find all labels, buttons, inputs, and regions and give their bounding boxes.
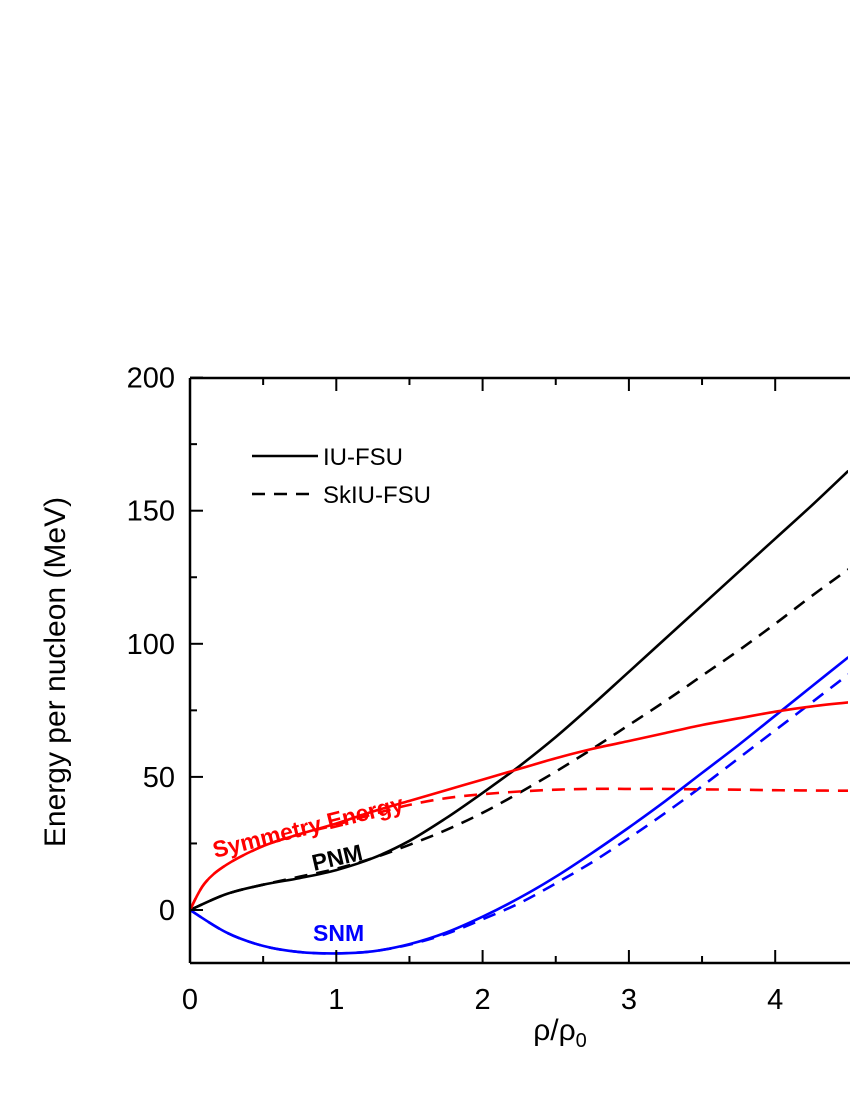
legend-label: SkIU-FSU [323, 482, 431, 509]
x-tick-label: 4 [767, 984, 783, 1016]
annotation-snm: SNM [313, 920, 364, 946]
series-line-snm-iu-fsu [190, 656, 848, 955]
x-tick-label: 0 [182, 984, 198, 1016]
y-tick-label: 100 [127, 629, 175, 661]
axes [188, 376, 850, 965]
x-tick-label: 2 [475, 984, 491, 1016]
series-line-pnm-skiu-fsu [190, 568, 848, 912]
series-line-symmetry-energy-skiu-fsu [190, 787, 848, 911]
x-axis-title: ρ/ρ0 [533, 1014, 587, 1052]
x-tick-label: 3 [621, 984, 637, 1016]
x-tick-label: 1 [328, 984, 344, 1016]
x-axis-title-subscript: 0 [576, 1030, 587, 1052]
ticks: 0 1 2 3 4 0 50 100 150 200 [127, 363, 784, 1016]
legend: IU-FSU SkIU-FSU [252, 444, 431, 509]
y-tick-label: 150 [127, 496, 175, 528]
y-axis-title: Energy per nucleon (MeV) [39, 497, 72, 847]
y-tick-label: 50 [143, 762, 175, 794]
annotation-symmetry-energy: Symmetry Energy [210, 790, 406, 863]
x-axis-title-main: ρ/ρ [533, 1014, 575, 1047]
y-tick-label: 200 [127, 363, 175, 395]
plot-lines [190, 469, 848, 955]
y-tick-label: 0 [159, 895, 175, 927]
legend-label: IU-FSU [323, 444, 403, 471]
series-line-symmetry-energy-iu-fsu [190, 701, 848, 911]
series-line-pnm-iu-fsu [190, 469, 848, 912]
annotation-pnm: PNM [309, 839, 365, 876]
series-line-snm-skiu-fsu [190, 673, 848, 955]
